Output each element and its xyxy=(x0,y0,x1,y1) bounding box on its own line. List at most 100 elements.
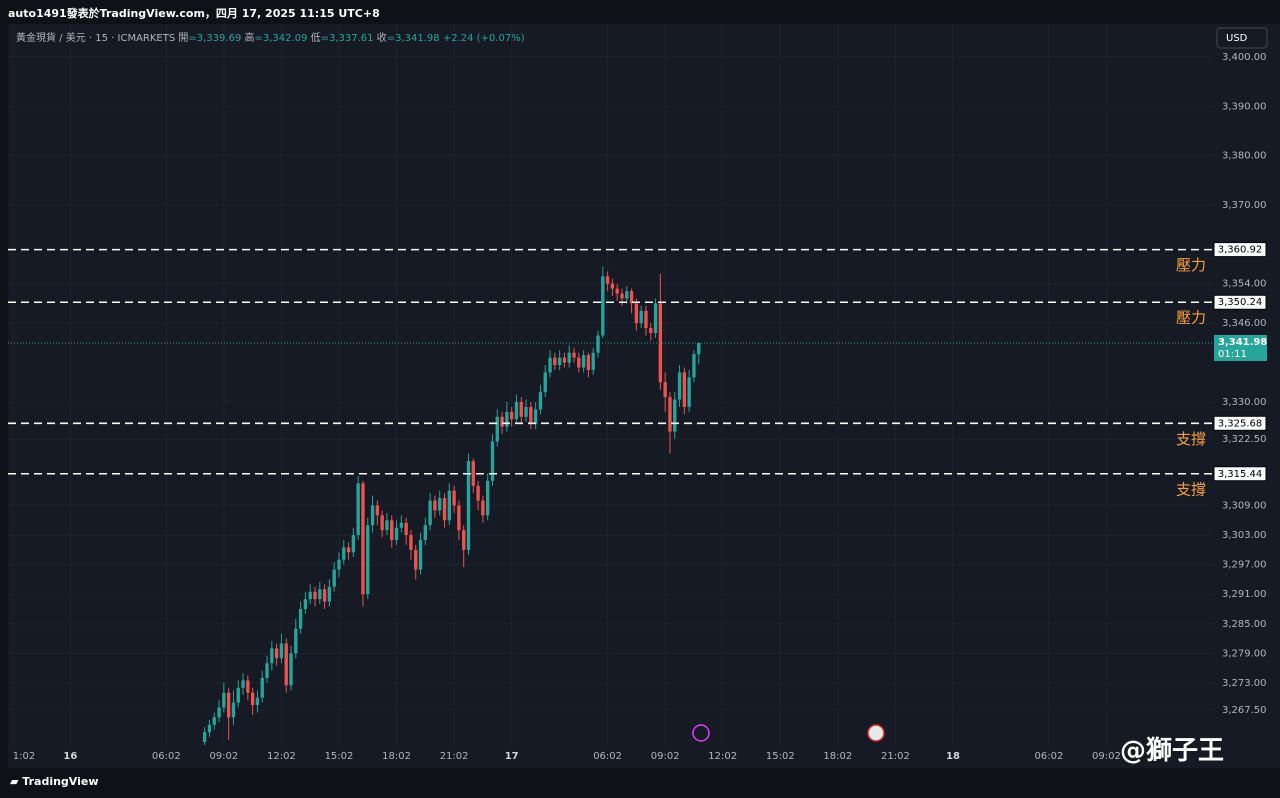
candle-body xyxy=(337,559,341,570)
candle-body xyxy=(332,569,336,587)
y-tick-label: 3,330.00 xyxy=(1222,397,1267,408)
y-tick-label: 3,273.00 xyxy=(1222,678,1267,689)
candle-body xyxy=(308,591,312,600)
candle-body xyxy=(399,522,404,528)
candle-body xyxy=(500,416,504,427)
y-tick-label: 3,309.00 xyxy=(1222,500,1267,511)
level-note: 壓力 xyxy=(1176,256,1206,274)
x-tick-label: 12:02 xyxy=(708,751,737,762)
candle-body xyxy=(457,505,461,531)
time-axis xyxy=(8,745,1212,768)
candle-body xyxy=(452,490,456,506)
candle-body xyxy=(433,500,437,511)
x-tick-label: 18 xyxy=(946,751,960,762)
y-tick-label: 3,354.00 xyxy=(1222,279,1267,290)
candle-body xyxy=(385,520,389,531)
x-tick-label: 16 xyxy=(63,751,77,762)
level-note: 支撐 xyxy=(1176,430,1206,448)
candle-body xyxy=(255,697,260,706)
candle-body xyxy=(591,352,595,370)
ohlc-value: =3,341.98 xyxy=(386,33,440,44)
candle-body xyxy=(298,608,303,629)
candle-body xyxy=(423,525,428,540)
ohlc-value: =3,339.69 xyxy=(188,33,242,44)
candle-body xyxy=(370,505,375,526)
candle-body xyxy=(404,522,408,536)
x-tick-label: 09:02 xyxy=(1092,751,1121,762)
candle-body xyxy=(596,335,600,353)
candle-body xyxy=(658,303,663,383)
candle-body xyxy=(673,399,677,432)
candle-body xyxy=(351,535,356,553)
candle-body xyxy=(303,599,308,609)
candle-body xyxy=(687,377,691,407)
candle-body xyxy=(375,505,380,516)
candle-body xyxy=(620,293,624,299)
candle-body xyxy=(217,707,221,718)
x-tick-label: 06:02 xyxy=(1034,751,1063,762)
x-tick-label: 09:02 xyxy=(651,751,680,762)
x-tick-label: 12:02 xyxy=(267,751,296,762)
event-icon[interactable] xyxy=(867,724,885,742)
candle-body xyxy=(279,643,284,659)
y-tick-label: 3,380.00 xyxy=(1222,151,1267,162)
candle-body xyxy=(442,498,447,521)
event-icon[interactable] xyxy=(692,724,710,742)
candle-body xyxy=(327,586,332,602)
candle-body xyxy=(231,702,236,718)
countdown: 01:11 xyxy=(1218,349,1247,360)
candle-body xyxy=(548,357,552,373)
level-label: 3,315.44 xyxy=(1218,469,1263,480)
candle-body xyxy=(246,680,250,693)
level-note: 壓力 xyxy=(1176,309,1206,327)
level-label-box xyxy=(1213,466,1267,482)
candle-body xyxy=(241,680,245,688)
candle-body xyxy=(533,409,538,425)
last-price-label: 3,341.98 xyxy=(1218,337,1267,348)
candle-body xyxy=(682,372,687,407)
candle-body xyxy=(356,483,360,536)
candle-body xyxy=(284,643,288,686)
currency: USD xyxy=(1226,33,1248,44)
ohlc-label: 開 xyxy=(178,33,189,44)
candle-body xyxy=(462,530,466,550)
candle-body xyxy=(509,411,514,420)
candle-body xyxy=(318,589,322,600)
symbol: 黃金現貨 / 美元 · 15 · ICMARKETS xyxy=(16,33,176,44)
ohlc-value: =3,337.61 xyxy=(320,33,374,44)
candle-body xyxy=(543,372,547,393)
x-tick-label: 18:02 xyxy=(382,751,411,762)
candle-body xyxy=(346,547,351,553)
candle-body xyxy=(380,515,384,531)
candle-body xyxy=(250,692,255,706)
candle-body xyxy=(639,310,643,324)
candle-body xyxy=(692,353,696,378)
candle-body xyxy=(629,291,634,304)
candle-body xyxy=(322,589,327,602)
candle-body xyxy=(562,357,567,363)
candle-body xyxy=(222,692,226,708)
candle-body xyxy=(610,283,615,289)
candle-body xyxy=(514,401,519,420)
candle-body xyxy=(572,352,576,358)
candle-body xyxy=(428,500,432,526)
candle-body xyxy=(625,291,629,299)
candle-body xyxy=(447,490,451,521)
last-price-box xyxy=(1214,334,1267,361)
candle-body xyxy=(519,401,523,417)
candle-body xyxy=(394,527,399,540)
candle-body xyxy=(342,547,346,560)
author-line: auto1491發表於TradingView.com，四月 17, 2025 1… xyxy=(8,7,380,20)
ohlc-value: =3,342.09 xyxy=(254,33,308,44)
ohlc: 開=3,339.69 高=3,342.09 低=3,337.61 收=3,341… xyxy=(178,33,442,44)
candle-body xyxy=(567,352,571,363)
candle-body xyxy=(649,328,653,333)
candle-body xyxy=(486,480,490,516)
candle-body xyxy=(366,525,370,595)
candle-body xyxy=(505,411,509,427)
level-label-box xyxy=(1213,294,1267,310)
watermark: @獅子王 xyxy=(1120,736,1225,766)
candle-body xyxy=(274,648,279,659)
y-tick-label: 3,297.00 xyxy=(1222,560,1267,571)
